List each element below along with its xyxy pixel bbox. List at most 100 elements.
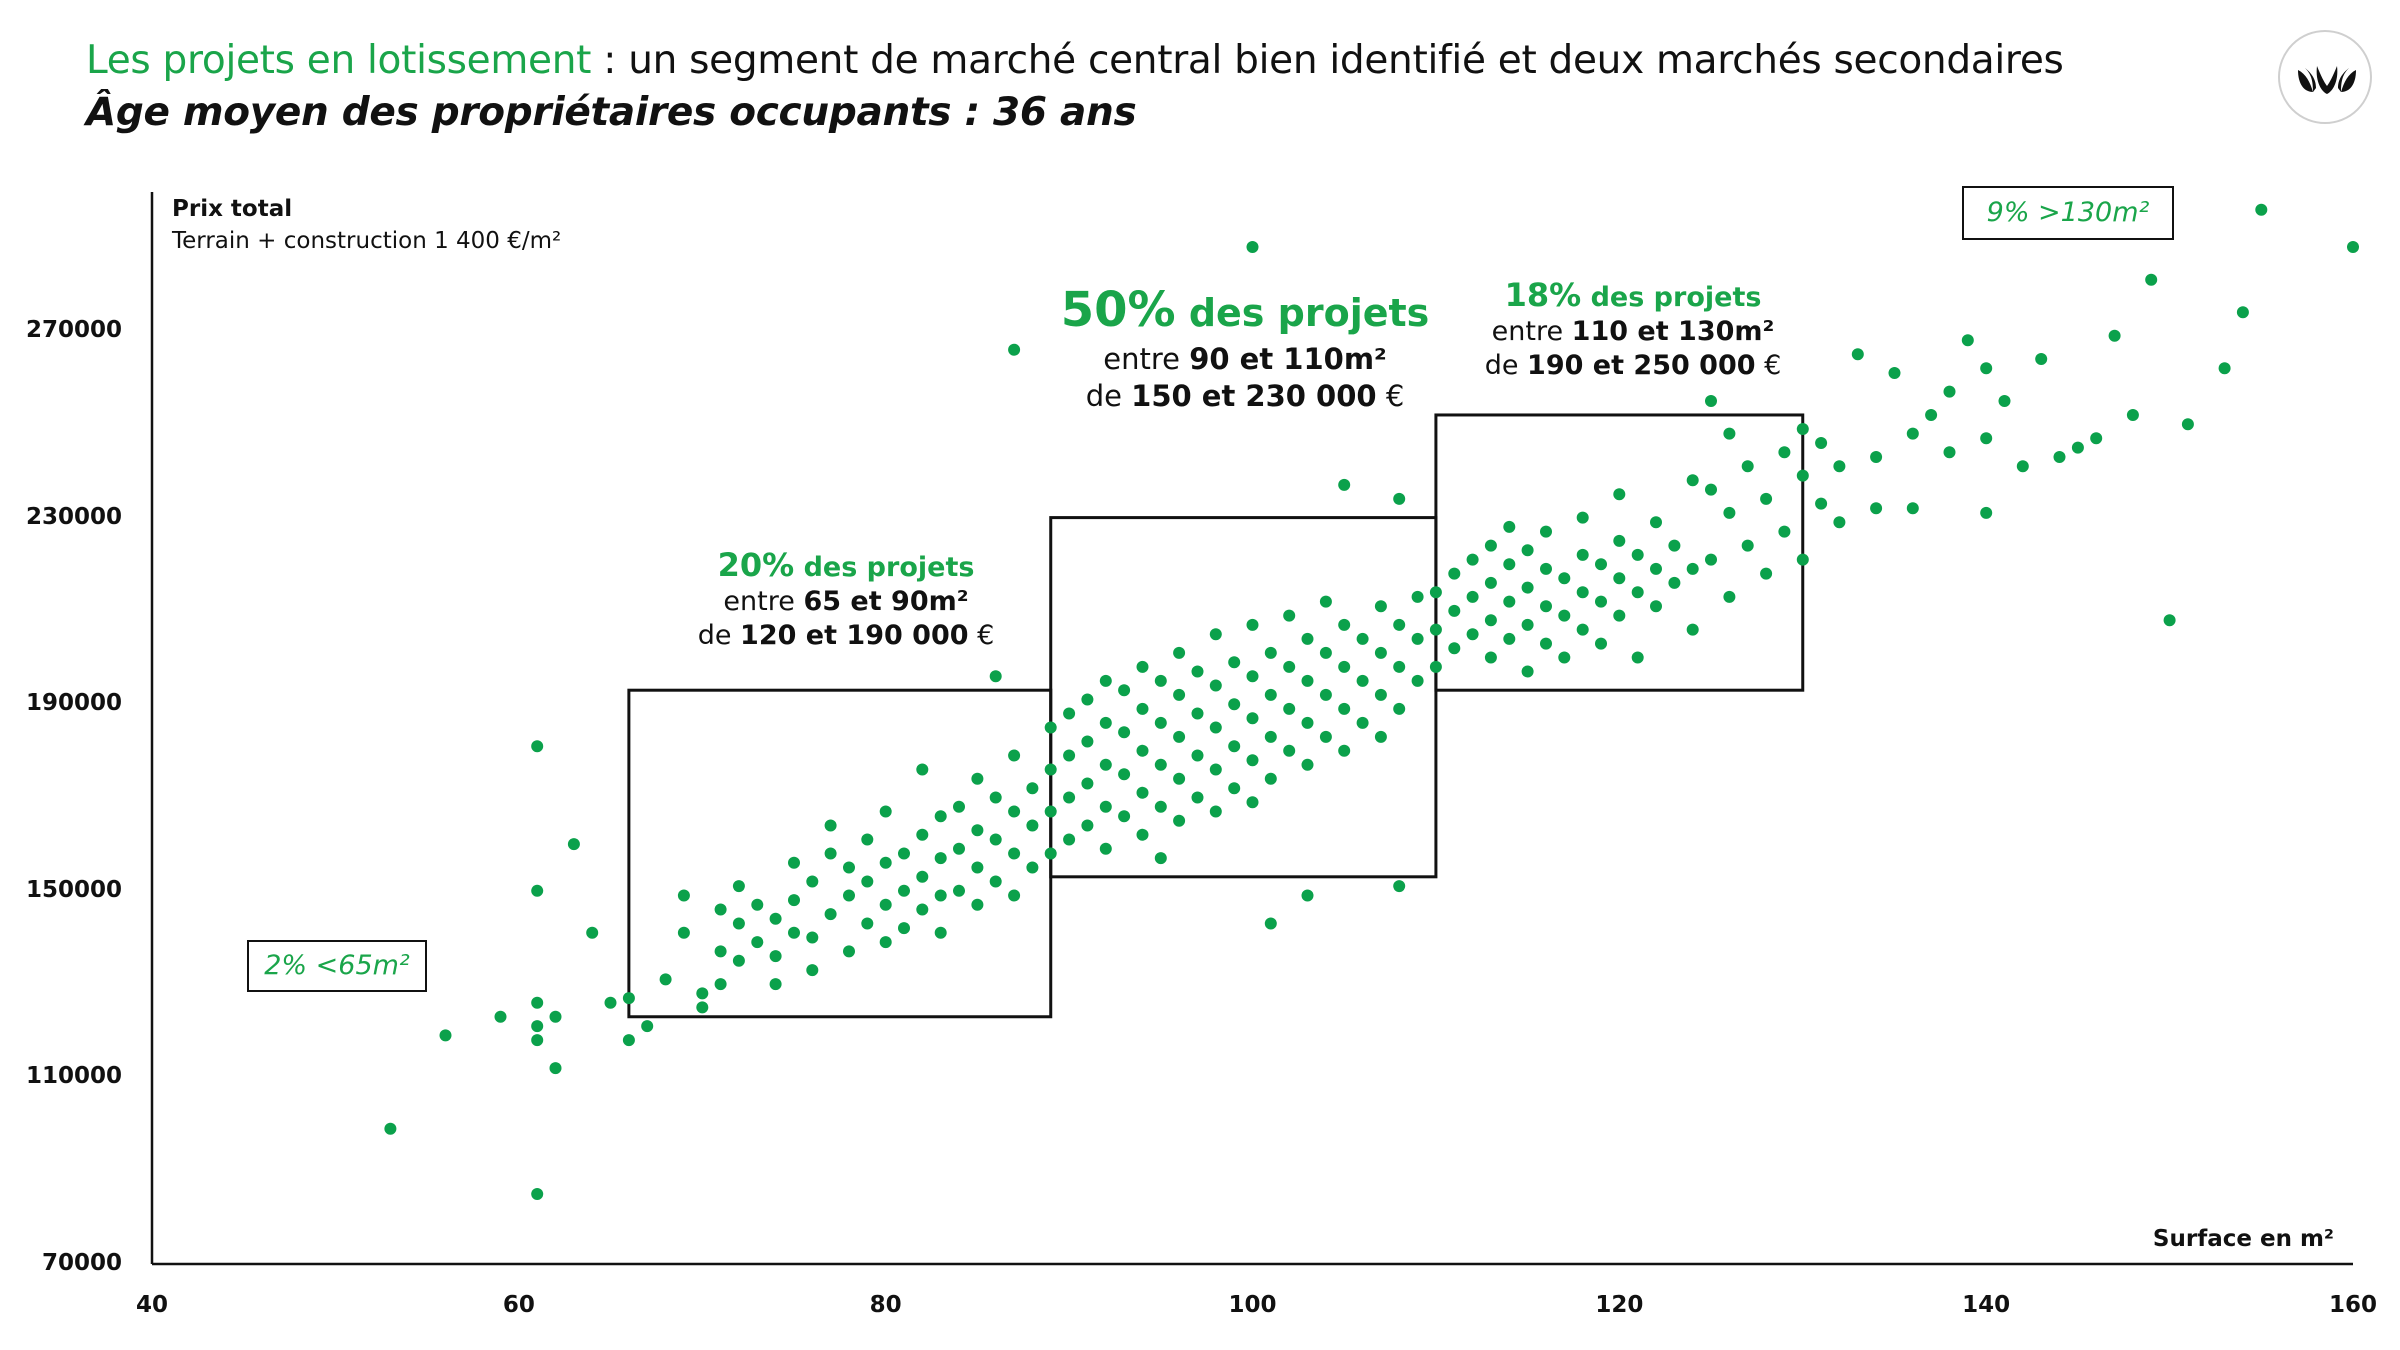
data-point [971,772,984,785]
data-point [989,670,1002,683]
data-point [934,852,947,865]
data-point [1191,749,1204,762]
data-point [1411,674,1424,687]
data-point [1576,511,1589,524]
data-point [1833,460,1846,473]
data-point [1741,539,1754,552]
y-tick-label: 230000 [25,503,122,530]
data-point [1723,506,1736,519]
data-point [1374,688,1387,701]
data-point [1209,628,1222,641]
data-point [1246,754,1259,767]
data-point [1998,395,2011,407]
large-surface-tag: 9% >130m² [1962,186,2174,240]
data-point [2071,441,2084,454]
data-point [696,1001,709,1014]
data-point [1191,707,1204,720]
data-point [1136,660,1149,673]
data-point [1136,702,1149,715]
title-accent: Les projets en lotissement [86,38,592,83]
x-axis-title: Surface en m² [2152,1226,2334,1252]
data-point [732,880,745,893]
data-point [1209,721,1222,734]
data-point [751,898,764,911]
data-point [1246,241,1259,253]
data-point [714,978,727,991]
data-point [1833,516,1846,529]
y-axis-title: Prix total Terrain + construction 1 400 … [172,196,561,254]
data-point [1356,632,1369,645]
data-point [1338,744,1351,757]
data-point [1044,763,1057,776]
low-pct: 20% [717,546,795,584]
data-point [953,842,965,855]
data-point [732,954,745,967]
data-point [1246,796,1259,809]
data-point [2218,362,2231,375]
data-point [2236,306,2249,319]
data-point [1393,702,1406,715]
data-point [824,819,837,832]
data-point [1815,437,1828,449]
data-point [788,856,800,869]
data-point [1228,740,1241,753]
data-point [843,945,855,958]
data-point [1063,791,1076,804]
data-point [1209,763,1222,776]
high-pct-label: des projets [1581,282,1762,313]
y-axis-label: Prix total [172,196,293,222]
data-point [1613,572,1626,585]
data-point [1576,623,1589,636]
data-point [659,973,672,986]
data-point [1613,609,1626,622]
data-point [1081,693,1094,706]
y-tick-label: 270000 [25,317,122,343]
data-point [1393,880,1406,893]
data-point [714,945,727,958]
high-line2-c: € [1755,350,1782,381]
data-point [1228,656,1241,669]
data-point [1081,735,1094,748]
data-point [1044,847,1057,860]
title-rest: : un segment de marché central bien iden… [591,38,2064,83]
data-point [1154,758,1167,771]
annotation-low-segment: 20% des projets entre 65 et 90m² de 120 … [686,548,1006,653]
data-point [586,926,599,939]
data-point [2163,614,2176,627]
data-point [1283,744,1296,757]
data-point [898,922,910,935]
data-point [1411,590,1424,603]
data-point [2181,418,2194,431]
data-point [641,1020,654,1033]
data-point [1796,423,1809,435]
data-point [1246,712,1259,725]
data-point [1209,805,1222,818]
data-point [1026,819,1039,832]
data-point [769,912,782,925]
data-point [1484,614,1497,627]
mid-line2-b: 150 et 230 000 [1131,379,1377,413]
data-point [1008,847,1021,860]
data-point [1448,604,1461,617]
high-line2-a: de [1484,350,1528,381]
x-tick-label: 140 [1962,1292,2011,1318]
data-point [916,903,929,916]
high-line1-a: entre [1491,316,1572,347]
data-point [1301,674,1314,687]
data-point [1173,646,1186,659]
data-point [824,847,837,860]
data-point [1264,646,1277,659]
data-point [1521,581,1534,594]
data-point [934,926,947,939]
data-point [1374,600,1387,613]
data-point [934,889,947,902]
y-tick-label: 190000 [25,690,122,717]
data-point [1540,637,1552,650]
data-point [1558,609,1571,622]
data-point [1136,828,1149,841]
data-point [1063,749,1076,762]
data-point [531,1034,544,1047]
data-point [1209,679,1222,692]
data-point [1374,646,1387,659]
